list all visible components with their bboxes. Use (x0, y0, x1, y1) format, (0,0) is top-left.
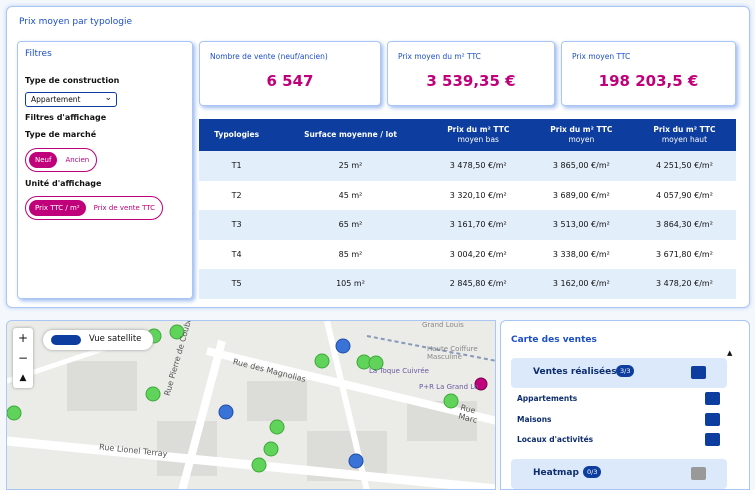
unit-toggle: Prix TTC / m² Prix de vente TTC (25, 196, 163, 220)
kpi-value: 6 547 (266, 72, 314, 90)
kpi-value: 198 203,5 € (598, 72, 699, 90)
column-header: Typologies (199, 119, 275, 151)
cell: 85 m² (338, 249, 363, 259)
header-text: moyen bas (457, 135, 499, 144)
label: Filtres d'affichage (25, 113, 107, 122)
zoom-out[interactable]: − (17, 351, 29, 365)
layer-item: Locaux d'activités (517, 435, 594, 444)
badge: 3/3 (616, 365, 635, 377)
cell: 3 004,20 €/m² (449, 249, 507, 259)
cell: 3 338,00 €/m² (552, 249, 610, 259)
toggle-label: Vue satellite (89, 334, 142, 344)
label: Type de construction (25, 76, 120, 85)
cell: 105 m² (274, 269, 427, 299)
option[interactable]: Prix TTC / m² (29, 200, 86, 216)
cell: T4 (231, 249, 242, 259)
option[interactable]: Prix de vente TTC (93, 204, 155, 212)
zoom-in[interactable]: + (17, 331, 29, 345)
place-label: Grand Louis (422, 321, 464, 329)
eye-toggle[interactable] (691, 467, 706, 480)
cell: 4 057,90 €/m² (655, 190, 713, 200)
select-value: Appartement (31, 95, 81, 104)
cell: T1 (199, 151, 275, 181)
eye-toggle[interactable] (705, 413, 720, 426)
kpi-label: Prix moyen du m² TTC (398, 52, 481, 61)
column-header: Prix du m² TTC moyen haut (632, 119, 736, 151)
kpi-card: Prix moyen TTC 198 203,5 € (561, 41, 736, 106)
cell: T5 (199, 269, 275, 299)
kpi-label: Prix moyen TTC (572, 52, 631, 61)
place-label: Haute Coiffure Masculine (427, 345, 478, 361)
cell: 45 m² (338, 190, 363, 200)
market-toggle: Neuf Ancien (25, 148, 98, 172)
table-row: T2 45 m² 3 320,10 €/m² 3 689,00 €/m² 4 057,9… (199, 181, 736, 211)
section-label: Heatmap (533, 468, 579, 478)
column-header: Prix du m² TTC moyen (529, 119, 633, 151)
cell: 3 478,20 €/m² (632, 269, 736, 299)
filters: Filtres Type de construction Appartement… (17, 41, 193, 299)
eye-toggle[interactable] (705, 433, 720, 446)
map[interactable]: Vue satellite + − ▲ Rue des Magnolias Rue … (6, 320, 496, 490)
zoom-controls: + − ▲ (13, 328, 33, 388)
eye-toggle[interactable] (691, 366, 706, 379)
cell: 3 671,80 €/m² (655, 249, 713, 259)
layer-item: Maisons (517, 415, 552, 424)
badge: 0/3 (583, 466, 602, 478)
satellite-toggle[interactable]: Vue satellite (43, 330, 153, 350)
typology-panel: Prix moyen par typologie Filtres Type de… (6, 6, 750, 308)
place-label: P+R La Grand Lo (419, 383, 479, 391)
layer-item: Appartements (517, 394, 578, 403)
eye-toggle[interactable] (705, 392, 720, 405)
sales-sidebar: Carte des ventes ▲ Ventes réalisées 3/3 … (500, 320, 750, 490)
cell: T3 (199, 210, 275, 240)
cell: 3 320,10 €/m² (449, 190, 507, 200)
cell: 65 m² (274, 210, 427, 240)
section-label: Ventes réalisées (533, 367, 617, 377)
cell: 4 251,50 €/m² (632, 151, 736, 181)
kpi-value: 3 539,35 € (426, 72, 516, 90)
sidebar-title: Carte des ventes (511, 335, 597, 345)
cell: T2 (231, 190, 242, 200)
header-text: moyen (568, 135, 595, 144)
kpi-label: Nombre de vente (neuf/ancien) (210, 52, 328, 61)
kpi-card: Prix moyen du m² TTC 3 539,35 € (387, 41, 555, 106)
header-text: Surface moyenne / lot (304, 130, 397, 139)
table-row: T3 65 m² 3 161,70 €/m² 3 513,00 €/m² 3 864,3… (199, 210, 736, 240)
cell: 3 478,50 €/m² (426, 151, 530, 181)
cell: 25 m² (274, 151, 427, 181)
cell: 3 864,30 €/m² (632, 210, 736, 240)
header-text: Prix du m² TTC (653, 125, 716, 134)
construction-select[interactable]: Appartement ⌄ (25, 92, 117, 107)
cell: 3 865,00 €/m² (529, 151, 633, 181)
table-row: T5 105 m² 2 845,80 €/m² 3 162,00 €/m² 3 478,… (199, 269, 736, 299)
kpi-card: Nombre de vente (neuf/ancien) 6 547 (199, 41, 381, 106)
place-label: La Toque Cuivrée (369, 367, 429, 375)
label: Unité d'affichage (25, 179, 102, 188)
section-header[interactable]: Ventes réalisées 3/3 (511, 358, 727, 388)
typology-table: Typologies Surface moyenne / lot Prix du m… (199, 119, 736, 299)
option[interactable]: Ancien (65, 156, 90, 164)
header-text: Prix du m² TTC (447, 125, 510, 134)
cell: 3 513,00 €/m² (529, 210, 633, 240)
option[interactable]: Neuf (29, 152, 58, 168)
panel-title: Prix moyen par typologie (19, 17, 132, 27)
cell: 2 845,80 €/m² (426, 269, 530, 299)
cell: 3 689,00 €/m² (552, 190, 610, 200)
cell: 3 162,00 €/m² (529, 269, 633, 299)
header-text: Prix du m² TTC (550, 125, 613, 134)
section-header[interactable]: Heatmap 0/3 (511, 459, 727, 489)
scroll-up[interactable]: ▲ (727, 349, 733, 357)
table-row: T1 25 m² 3 478,50 €/m² 3 865,00 €/m² 4 251,5… (199, 151, 736, 181)
table-row: T4 85 m² 3 004,20 €/m² 3 338,00 €/m² 3 671,8… (199, 240, 736, 270)
label: Type de marché (25, 130, 97, 139)
column-header: Prix du m² TTC moyen bas (426, 119, 530, 151)
header-text: Typologies (214, 130, 260, 139)
filters-title: Filtres (25, 49, 52, 59)
column-header: Surface moyenne / lot (274, 119, 427, 151)
header-text: moyen haut (661, 135, 708, 144)
cell: 3 161,70 €/m² (426, 210, 530, 240)
